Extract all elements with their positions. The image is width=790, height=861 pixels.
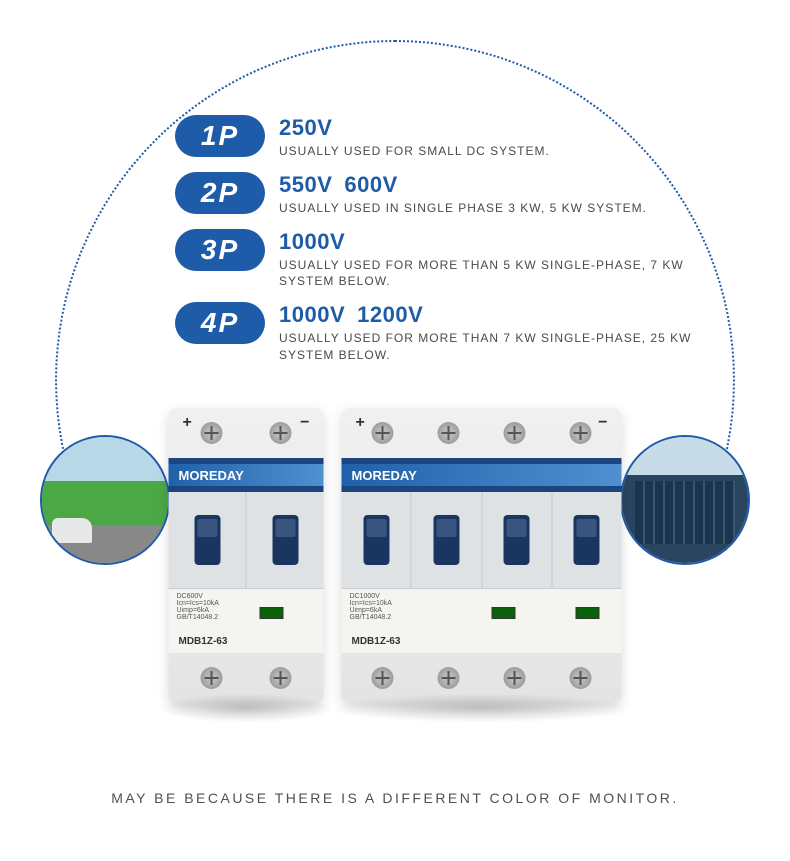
photo-solar-panels <box>620 435 750 565</box>
screw-icon <box>438 422 460 444</box>
breaker-4p: + − MOREDAY DC1000V Icn=Ics=10kA Uimp=6k… <box>342 408 622 703</box>
voltage-4p: 1000V1200V <box>279 302 715 328</box>
photo-ev-charging <box>40 435 170 565</box>
desc-2p: USUALLY USED IN SINGLE PHASE 3 KW, 5 KW … <box>279 200 715 217</box>
spec-row-1p: 1P 250V USUALLY USED FOR SMALL DC SYSTEM… <box>175 115 715 160</box>
toggle-switch <box>363 515 389 565</box>
desc-1p: USUALLY USED FOR SMALL DC SYSTEM. <box>279 143 715 160</box>
badge-2p: 2P <box>175 172 265 214</box>
footer-disclaimer: MAY BE BECAUSE THERE IS A DIFFERENT COLO… <box>0 790 790 806</box>
toggle-switch <box>272 515 298 565</box>
product-images: + − MOREDAY DC600V Icn=Ics=10kA Uimp=6kA… <box>169 408 622 703</box>
toggle-switch <box>194 515 220 565</box>
screw-icon <box>372 422 394 444</box>
indicator-icon <box>491 607 515 619</box>
screw-icon <box>270 667 292 689</box>
polarity-2p: + − <box>169 414 324 432</box>
screw-icon <box>570 667 592 689</box>
voltage-1p: 250V <box>279 115 715 141</box>
spec-row-2p: 2P 550V600V USUALLY USED IN SINGLE PHASE… <box>175 172 715 217</box>
voltage-2p: 550V600V <box>279 172 715 198</box>
badge-4p: 4P <box>175 302 265 344</box>
badge-3p: 3P <box>175 229 265 271</box>
screw-icon <box>200 667 222 689</box>
breaker-2p: + − MOREDAY DC600V Icn=Ics=10kA Uimp=6kA… <box>169 408 324 703</box>
screw-icon <box>504 422 526 444</box>
toggle-switch <box>504 515 530 565</box>
spec-row-4p: 4P 1000V1200V USUALLY USED FOR MORE THAN… <box>175 302 715 364</box>
model-label: MDB1Z-63 <box>352 636 401 647</box>
brand-bar: MOREDAY <box>342 458 622 492</box>
screw-icon <box>200 422 222 444</box>
spec-list: 1P 250V USUALLY USED FOR SMALL DC SYSTEM… <box>175 115 715 376</box>
screw-icon <box>270 422 292 444</box>
screw-icon <box>372 667 394 689</box>
badge-1p: 1P <box>175 115 265 157</box>
spec-row-3p: 3P 1000V USUALLY USED FOR MORE THAN 5 KW… <box>175 229 715 291</box>
voltage-3p: 1000V <box>279 229 715 255</box>
indicator-icon <box>259 607 283 619</box>
model-label: MDB1Z-63 <box>179 636 228 647</box>
screw-icon <box>570 422 592 444</box>
brand-bar: MOREDAY <box>169 458 324 492</box>
screw-icon <box>438 667 460 689</box>
toggle-switch <box>433 515 459 565</box>
desc-3p: USUALLY USED FOR MORE THAN 5 KW SINGLE-P… <box>279 257 715 291</box>
desc-4p: USUALLY USED FOR MORE THAN 7 KW SINGLE-P… <box>279 330 715 364</box>
screw-icon <box>504 667 526 689</box>
indicator-icon <box>575 607 599 619</box>
rating-label-2p: DC600V Icn=Ics=10kA Uimp=6kA GB/T14048.2… <box>169 588 324 653</box>
rating-label-4p: DC1000V Icn=Ics=10kA Uimp=6kA GB/T14048.… <box>342 588 622 653</box>
toggle-switch <box>574 515 600 565</box>
